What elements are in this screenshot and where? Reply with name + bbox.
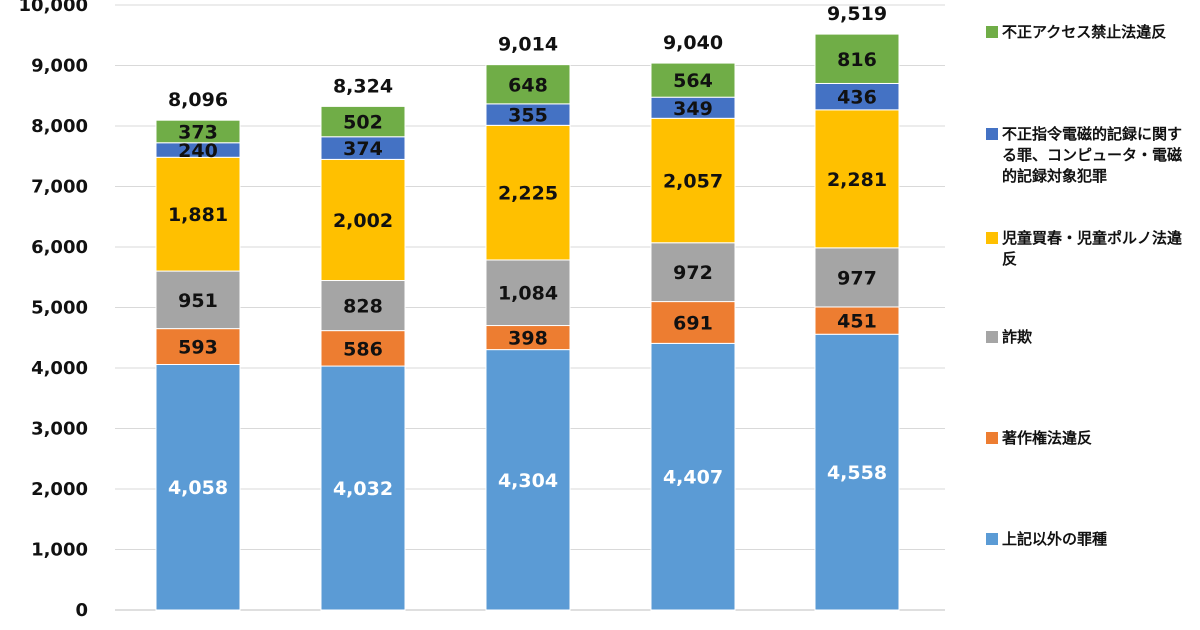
legend-swatch-copyright-violation xyxy=(986,432,998,444)
bar-segment[interactable] xyxy=(814,109,900,249)
segment-value-label: 240 xyxy=(178,140,218,162)
bar-segment[interactable] xyxy=(650,342,736,611)
bar-segments xyxy=(155,33,900,611)
y-tick-label: 9,000 xyxy=(31,56,88,77)
y-axis: 0 1,000 2,000 3,000 4,000 5,000 6,000 7,000 8,00… xyxy=(19,0,88,621)
segment-value-label: 1,881 xyxy=(168,204,228,226)
bar-segment[interactable] xyxy=(320,105,406,138)
y-tick-label: 2,000 xyxy=(31,479,88,500)
segment-value-label: 586 xyxy=(343,338,383,360)
y-tick-label: 0 xyxy=(75,600,88,621)
segment-value-label: 436 xyxy=(837,87,877,109)
total-value-label: 8,096 xyxy=(168,89,228,111)
bar-segment[interactable] xyxy=(485,349,571,611)
total-value-label: 8,324 xyxy=(333,75,393,97)
legend-swatch-fraud xyxy=(986,331,998,343)
legend-label-fraud: 詐欺 xyxy=(1002,328,1033,346)
legend-label-other-crimes: 上記以外の罪種 xyxy=(1002,530,1108,548)
segment-value-label: 349 xyxy=(673,98,713,120)
bar-segment[interactable] xyxy=(485,64,571,105)
segment-value-label: 451 xyxy=(837,311,877,333)
bar-segment[interactable] xyxy=(320,158,406,282)
segment-value-label: 2,002 xyxy=(333,210,393,232)
legend-label-copyright-violation: 著作権法違反 xyxy=(1002,429,1093,447)
total-value-label: 9,040 xyxy=(663,32,723,54)
segment-value-label: 977 xyxy=(837,267,877,289)
y-tick-label: 5,000 xyxy=(31,298,88,319)
total-labels: 8,096 8,324 9,014 9,040 9,519 xyxy=(168,3,887,111)
segment-value-label: 951 xyxy=(178,290,218,312)
bar-segment[interactable] xyxy=(650,62,736,98)
bar-segment[interactable] xyxy=(814,333,900,611)
y-tick-label: 4,000 xyxy=(31,358,88,379)
segment-value-label: 398 xyxy=(508,328,548,350)
bar-segment[interactable] xyxy=(814,247,900,308)
segment-value-label: 373 xyxy=(178,121,218,143)
bar-segment[interactable] xyxy=(155,119,241,144)
bar-segment[interactable] xyxy=(155,270,241,330)
segment-value-label: 828 xyxy=(343,296,383,318)
segment-value-label: 4,304 xyxy=(498,470,558,492)
bar-segment[interactable] xyxy=(485,259,571,327)
bar-segment[interactable] xyxy=(814,306,900,335)
segment-value-label: 2,057 xyxy=(663,171,723,193)
bar-segment[interactable] xyxy=(155,363,241,611)
legend-label-unauthorized-access: 不正アクセス禁止法違反 xyxy=(1002,23,1167,41)
legend: 不正アクセス禁止法違反 不正指令電磁的記録に関する罪、コンピュータ・電磁的記録対… xyxy=(982,0,1197,630)
segment-value-label: 691 xyxy=(673,312,713,334)
legend-swatch-child-prostitution-pornography xyxy=(986,232,998,244)
stacked-bar-chart: 0 1,000 2,000 3,000 4,000 5,000 6,000 7,000 8,00… xyxy=(19,0,945,621)
bar-segment[interactable] xyxy=(320,280,406,332)
bar-segment[interactable] xyxy=(650,301,736,344)
segment-value-label: 816 xyxy=(837,49,877,71)
total-value-label: 9,014 xyxy=(498,34,558,56)
segment-value-label: 4,407 xyxy=(663,467,723,489)
y-tick-label: 7,000 xyxy=(31,177,88,198)
legend-label-child-prostitution-pornography: 児童買春・児童ポルノ法違反 xyxy=(1002,229,1183,268)
segment-value-label: 355 xyxy=(508,105,548,127)
segment-value-label: 2,281 xyxy=(827,169,887,191)
total-value-label: 9,519 xyxy=(827,3,887,25)
segment-value-label: 593 xyxy=(178,337,218,359)
y-tick-label: 10,000 xyxy=(19,0,88,16)
segment-value-label: 374 xyxy=(343,138,383,160)
segment-value-label: 648 xyxy=(508,74,548,96)
y-tick-label: 1,000 xyxy=(31,540,88,561)
legend-swatch-malware-computer-crime xyxy=(986,128,998,140)
segment-value-label: 4,558 xyxy=(827,462,887,484)
y-tick-label: 6,000 xyxy=(31,237,88,258)
segment-labels: 4,058 4,032 4,304 4,407 4,558 593 586 398 691 451… xyxy=(168,49,887,500)
segment-value-label: 2,225 xyxy=(498,183,558,205)
segment-value-label: 564 xyxy=(673,70,713,92)
bar-segment[interactable] xyxy=(814,33,900,84)
legend-swatch-unauthorized-access xyxy=(986,26,998,38)
segment-value-label: 1,084 xyxy=(498,283,558,305)
bar-segment[interactable] xyxy=(650,117,736,244)
segment-value-label: 4,058 xyxy=(168,477,228,499)
segment-value-label: 502 xyxy=(343,112,383,134)
bar-segment[interactable] xyxy=(320,365,406,611)
y-tick-label: 8,000 xyxy=(31,116,88,137)
segment-value-label: 972 xyxy=(673,262,713,284)
legend-label-malware-computer-crime: 不正指令電磁的記録に関する罪、コンピュータ・電磁的記録対象犯罪 xyxy=(1002,125,1183,185)
legend-swatch-other-crimes xyxy=(986,533,998,545)
bar-segment[interactable] xyxy=(485,124,571,261)
y-tick-label: 3,000 xyxy=(31,419,88,440)
bar-segment[interactable] xyxy=(155,156,241,272)
segment-value-label: 4,032 xyxy=(333,478,393,500)
